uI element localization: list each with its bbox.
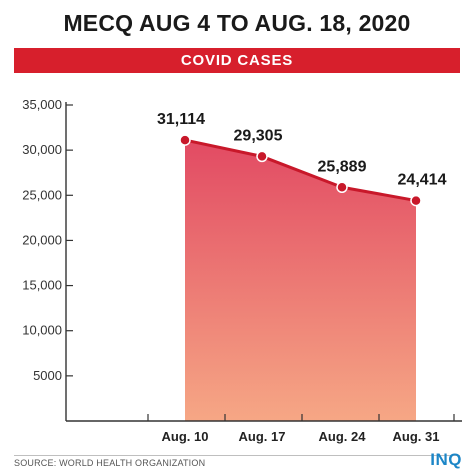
x-tick-label: Aug. 31 <box>393 429 440 444</box>
data-point <box>336 181 348 194</box>
y-tick-label: 10,000 <box>22 323 62 338</box>
series-line <box>184 138 417 203</box>
x-tick-label: Aug. 24 <box>319 429 367 444</box>
data-point <box>410 194 422 207</box>
source-note: SOURCE: WORLD HEALTH ORGANIZATION <box>14 458 206 468</box>
chart-title: MECQ AUG 4 TO AUG. 18, 2020 <box>63 10 411 36</box>
data-point <box>179 134 191 146</box>
y-tick-label: 5000 <box>33 368 62 383</box>
data-label: 25,889 <box>318 158 367 175</box>
data-label: 29,305 <box>234 127 283 144</box>
inquirer-logo: INQ <box>430 450 462 469</box>
footer-divider <box>14 455 460 456</box>
y-tick-label: 25,000 <box>22 187 62 202</box>
data-point <box>256 150 268 163</box>
chart-banner: COVID CASES <box>14 48 460 73</box>
y-tick-label: 30,000 <box>22 142 62 157</box>
y-tick-label: 35,000 <box>22 97 62 112</box>
data-label: 24,414 <box>398 172 447 189</box>
data-label: 31,114 <box>157 111 205 128</box>
x-tick-label: Aug. 10 <box>162 429 209 444</box>
y-tick-label: 20,000 <box>22 232 62 247</box>
x-tick-label: Aug. 17 <box>239 429 286 444</box>
y-tick-label: 15,000 <box>22 278 62 293</box>
area-fill <box>185 140 416 421</box>
